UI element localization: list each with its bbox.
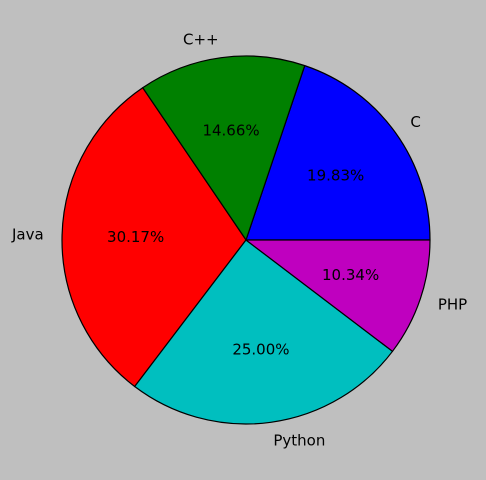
labels-layer: 19.83% C 14.66% C++ 30.17% Java 25.00% Python 10… xyxy=(11,30,467,449)
percent-label-c: 19.83% xyxy=(307,167,364,185)
category-label-java: Java xyxy=(11,226,44,244)
category-label-cpp: C++ xyxy=(183,30,219,48)
slice-c xyxy=(245,65,431,241)
slice-cpp xyxy=(142,55,306,241)
percent-label-cpp: 14.66% xyxy=(202,122,259,140)
percent-label-java: 30.17% xyxy=(107,228,164,246)
percent-label-python: 25.00% xyxy=(232,340,289,358)
category-label-python: Python xyxy=(273,432,325,450)
slice-java xyxy=(61,87,247,388)
category-label-php: PHP xyxy=(438,296,467,314)
slice-php xyxy=(245,239,431,352)
percent-label-php: 10.34% xyxy=(322,266,379,284)
slices-layer xyxy=(61,55,431,425)
slice-python xyxy=(134,239,394,425)
category-label-c: C xyxy=(410,113,420,131)
